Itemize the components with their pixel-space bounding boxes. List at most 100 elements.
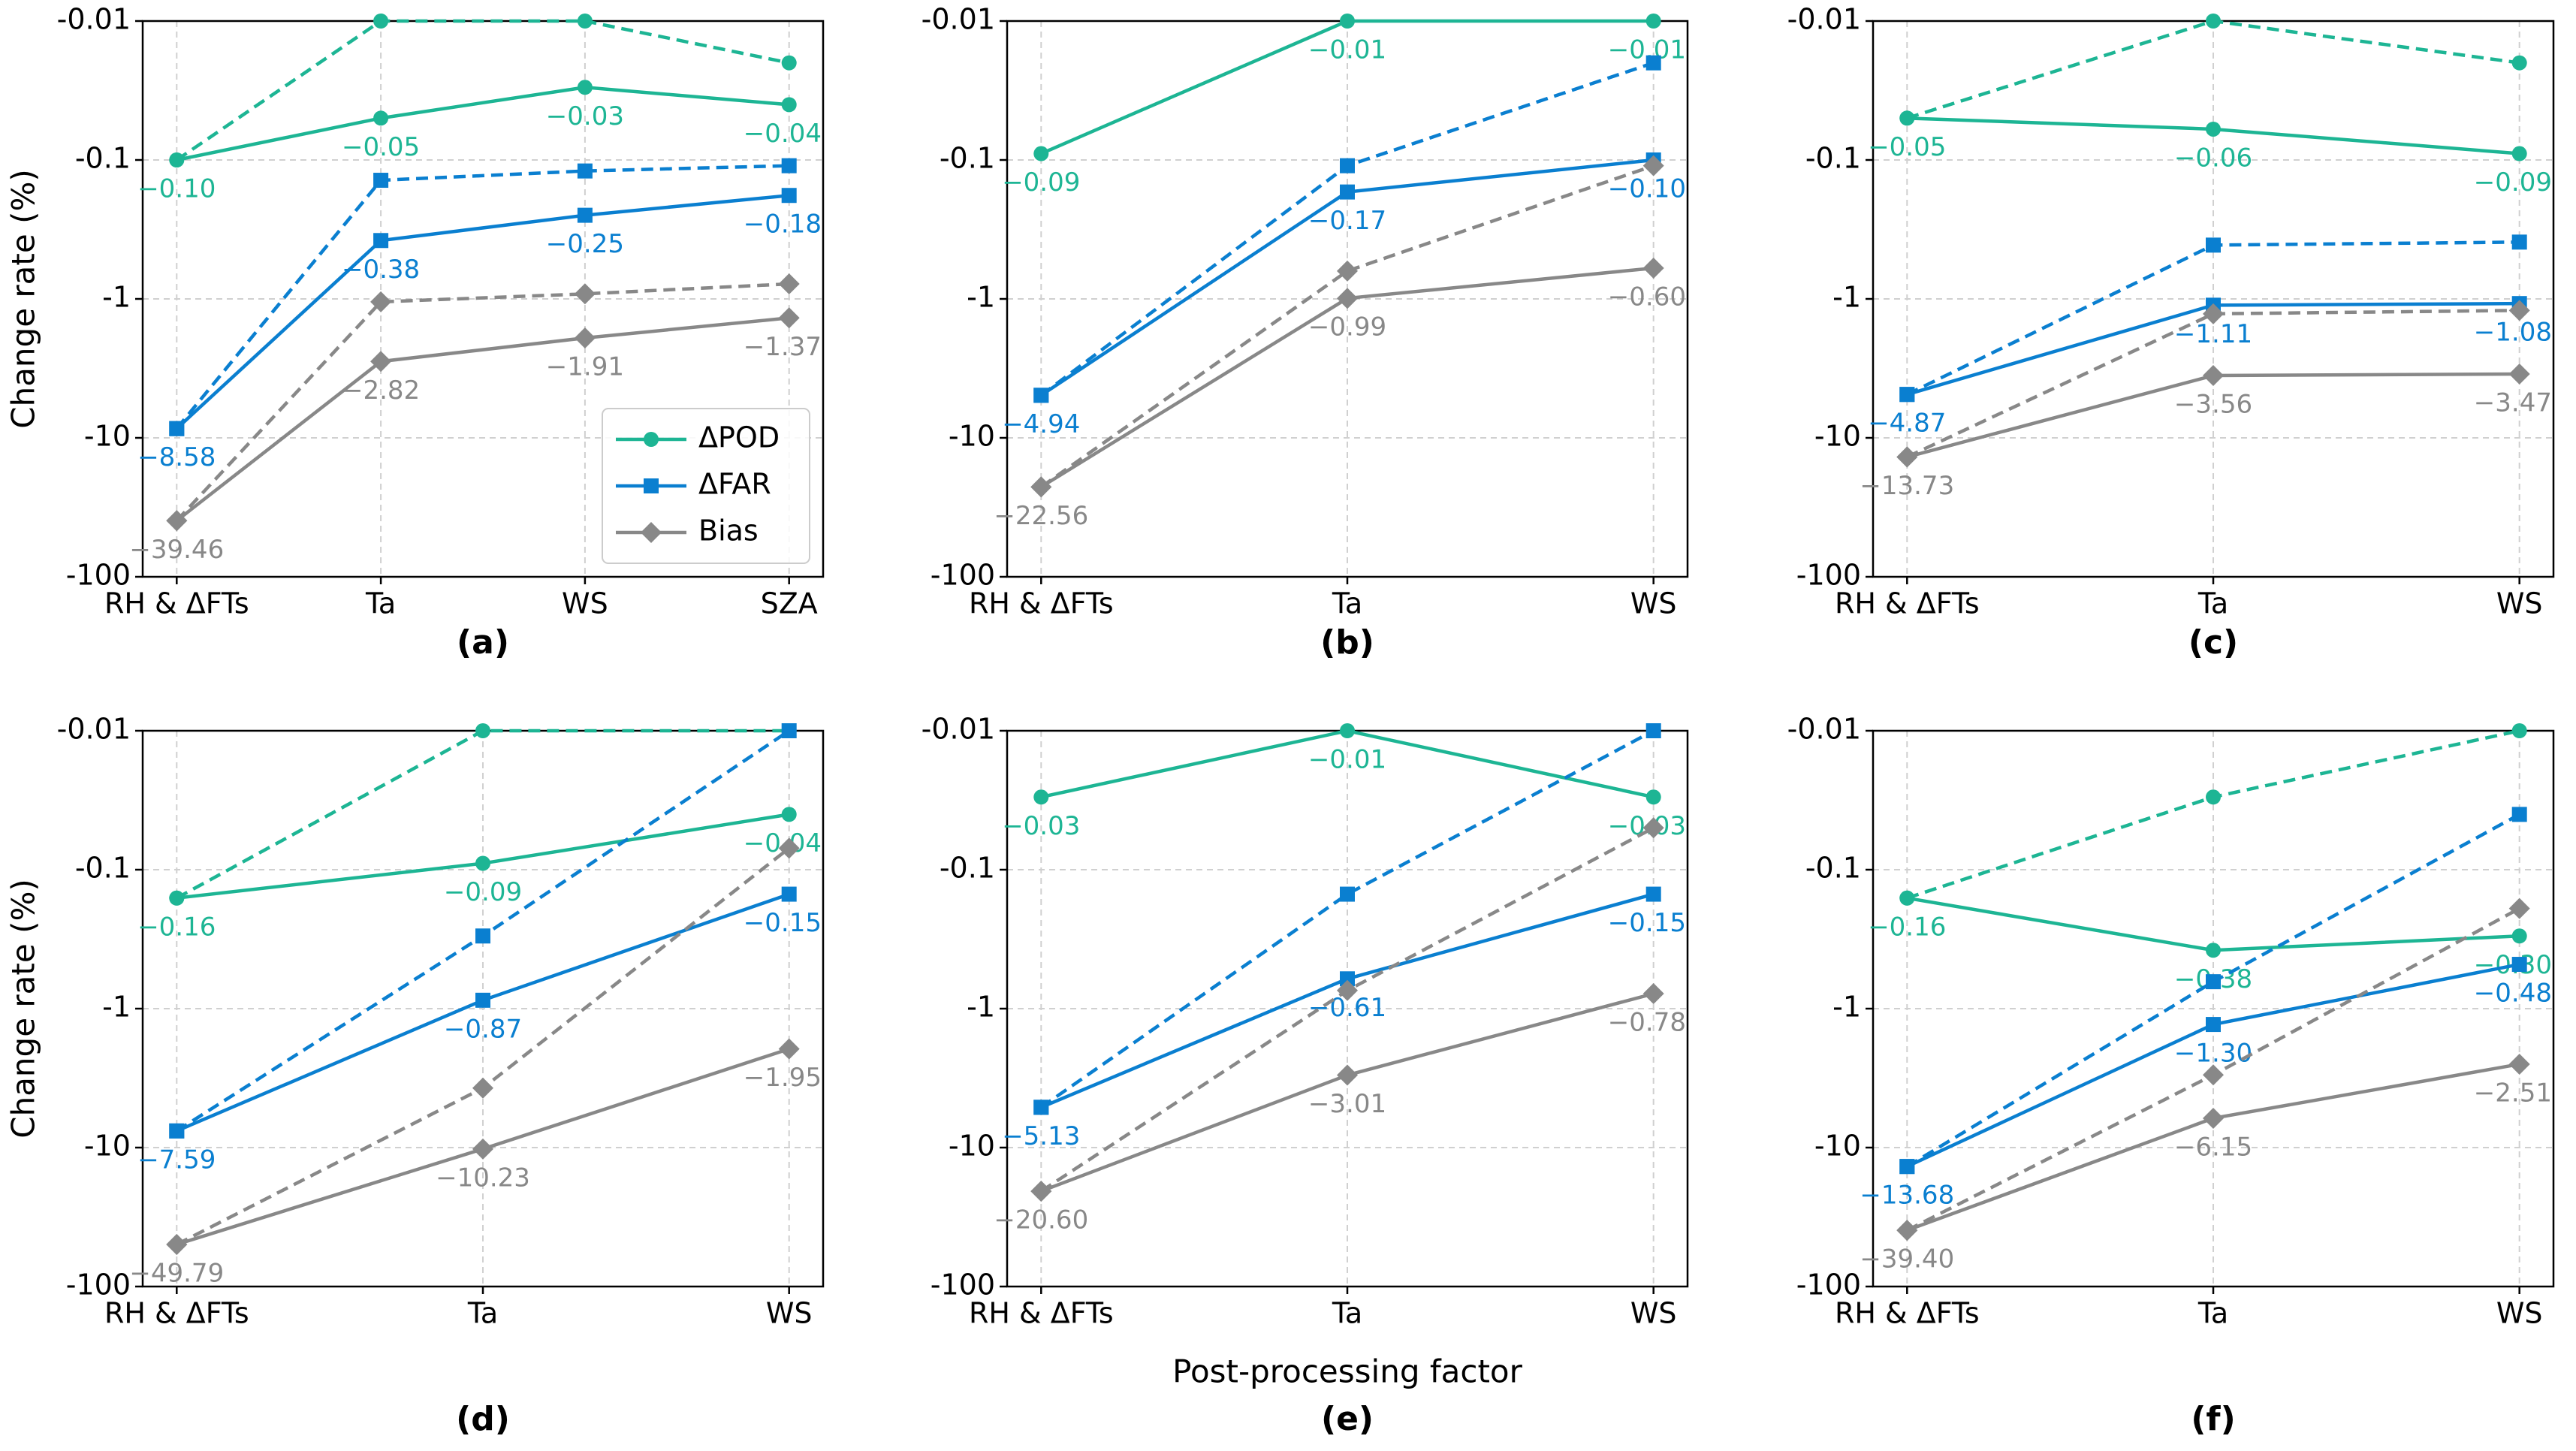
marker	[1340, 14, 1355, 29]
series-line	[175, 282, 789, 522]
x-tick-label: Ta	[2197, 587, 2228, 620]
x-tick-label: RH & ΔFTs	[1835, 587, 1980, 620]
marker	[1337, 979, 1358, 1001]
x-axis-title: Post-processing factor	[1172, 1353, 1523, 1390]
marker	[373, 233, 389, 249]
marker	[1337, 260, 1358, 282]
y-axis-title: Change rate (%)	[5, 169, 42, 429]
marker	[2203, 1107, 2224, 1129]
x-tick-label: WS	[766, 1297, 813, 1330]
x-tick-label: RH & ΔFTs	[1835, 1297, 1980, 1330]
marker	[373, 173, 389, 189]
data-label: −8.58	[137, 442, 216, 472]
marker	[2511, 723, 2527, 738]
x-tick-label: WS	[562, 587, 608, 620]
data-label: −3.01	[1308, 1089, 1386, 1119]
data-label: −1.37	[744, 332, 822, 362]
panel-label: (c)	[2188, 623, 2238, 662]
data-label: −6.15	[2174, 1132, 2252, 1162]
marker	[472, 1138, 493, 1160]
data-label: −0.78	[1608, 1008, 1686, 1038]
y-tick-label: -10	[949, 1130, 995, 1163]
x-tick-label: RH & ΔFTs	[104, 587, 249, 620]
data-label: −20.60	[994, 1205, 1088, 1235]
data-label: −0.15	[744, 908, 822, 938]
data-label: −0.16	[137, 912, 216, 942]
series-line	[176, 19, 790, 161]
y-tick-label: -0.01	[922, 713, 995, 746]
x-tick-label: RH & ΔFTs	[969, 1297, 1114, 1330]
marker	[1642, 983, 1664, 1005]
data-label: −2.51	[2474, 1078, 2552, 1108]
marker	[1896, 1220, 1918, 1241]
series-line	[1040, 164, 1654, 489]
legend-label: ΔPOD	[698, 421, 780, 454]
data-label: −0.09	[444, 877, 522, 907]
marker	[2203, 1064, 2224, 1086]
marker	[475, 928, 490, 944]
y-tick-label: -100	[1796, 559, 1861, 592]
y-tick-label: -100	[1796, 1268, 1861, 1302]
marker	[1033, 146, 1049, 161]
y-tick-label: -0.01	[57, 713, 131, 746]
data-label: −13.73	[1860, 471, 1954, 501]
data-label: −0.05	[1868, 132, 1946, 162]
x-tick-label: RH & ΔFTs	[969, 587, 1114, 620]
marker	[169, 1123, 185, 1139]
marker	[1896, 446, 1918, 468]
marker	[2206, 14, 2221, 29]
marker	[373, 110, 389, 126]
y-tick-label: -1	[1832, 281, 1861, 314]
data-label: −39.46	[129, 535, 224, 565]
marker	[1642, 817, 1664, 839]
data-label: −0.60	[1608, 282, 1686, 312]
y-tick-label: -0.1	[1805, 142, 1861, 175]
data-label: −0.99	[1308, 312, 1386, 342]
y-tick-label: -100	[66, 559, 131, 592]
data-label: −10.23	[436, 1163, 530, 1193]
marker	[2508, 363, 2530, 385]
data-label: −0.04	[744, 119, 822, 149]
marker	[2511, 928, 2527, 944]
marker	[781, 97, 797, 113]
marker	[1337, 1064, 1358, 1086]
marker	[472, 1077, 493, 1099]
data-label: −3.56	[2174, 390, 2252, 420]
marker	[2206, 121, 2221, 137]
legend-label: ΔFAR	[698, 468, 771, 501]
marker	[2508, 897, 2530, 919]
series-line	[175, 193, 789, 430]
y-tick-label: -0.1	[1805, 852, 1861, 885]
y-tick-label: -100	[931, 1268, 995, 1302]
marker	[781, 807, 797, 822]
y-tick-label: -100	[66, 1268, 131, 1302]
legend-label: Bias	[698, 514, 759, 548]
marker	[1340, 971, 1355, 987]
marker	[1642, 257, 1664, 279]
data-label: −0.87	[444, 1014, 522, 1044]
marker	[1645, 55, 1661, 71]
marker	[169, 890, 185, 906]
legend: ΔPOD ΔFAR Bias	[602, 408, 810, 564]
marker	[1033, 1100, 1049, 1115]
marker	[2511, 957, 2527, 973]
y-axis-title: Change rate (%)	[5, 879, 42, 1139]
marker	[778, 1038, 800, 1060]
marker	[2511, 234, 2527, 250]
marker	[1337, 288, 1358, 309]
marker	[781, 158, 797, 173]
marker	[574, 327, 596, 348]
marker	[1899, 387, 1915, 403]
panel-label: (a)	[457, 623, 509, 662]
data-label: −1.95	[744, 1063, 822, 1093]
x-tick-label: Ta	[1332, 1297, 1362, 1330]
marker	[1899, 890, 1915, 906]
x-tick-label: WS	[1630, 1297, 1677, 1330]
marker	[475, 723, 490, 738]
data-label: −0.18	[744, 210, 822, 240]
